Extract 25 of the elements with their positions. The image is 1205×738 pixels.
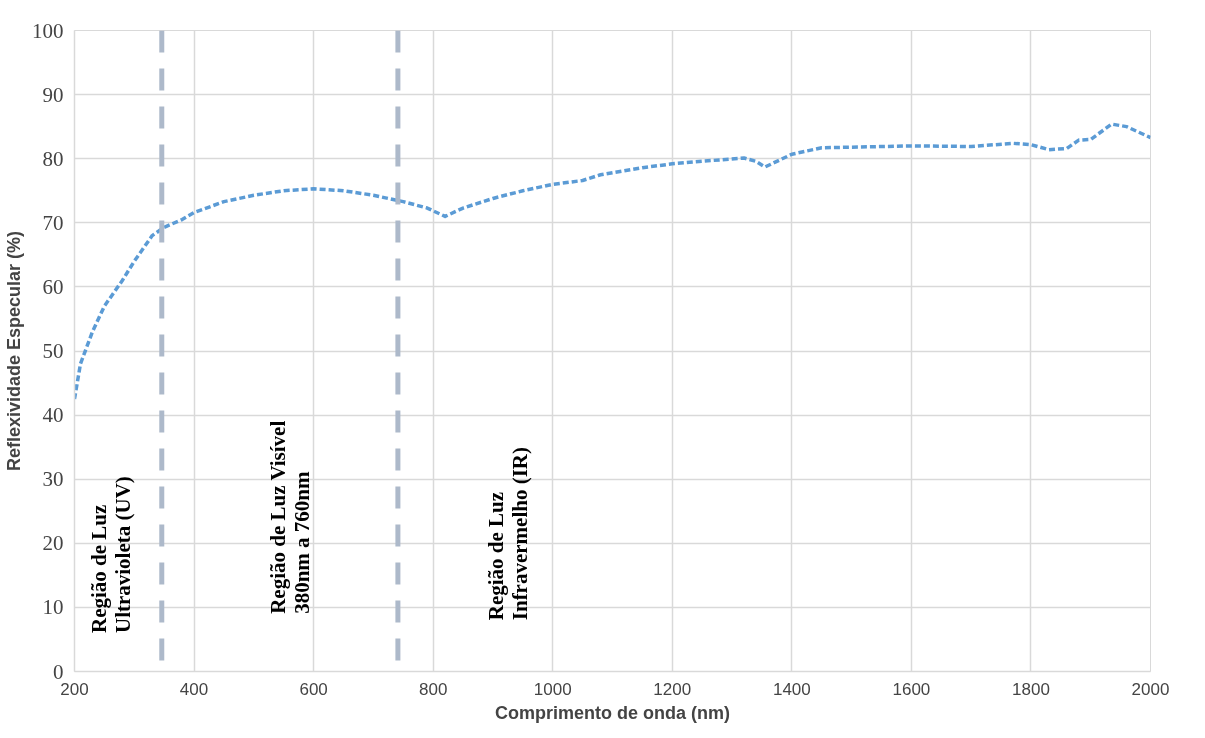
x-tick-label: 1400 xyxy=(772,679,811,699)
x-tick-label: 800 xyxy=(418,679,448,699)
x-tick-label: 1600 xyxy=(892,679,931,699)
y-tick-label: 80 xyxy=(42,146,64,171)
x-tick-label: 600 xyxy=(299,679,328,699)
annotation: Região de Luz Ultravioleta (UV) xyxy=(87,476,136,634)
x-tick-label: 400 xyxy=(179,679,209,699)
x-tick-label: 1200 xyxy=(653,679,692,699)
line-series xyxy=(74,122,1151,401)
y-tick-label: 70 xyxy=(42,210,64,235)
y-tick-label: 10 xyxy=(42,595,64,620)
y-tick-label: 40 xyxy=(42,403,64,428)
x-tick-label: 2000 xyxy=(1131,679,1170,699)
annotation: Região de Luz Visível 380nm a 760nm xyxy=(265,420,314,614)
y-tick-label: 20 xyxy=(42,531,64,556)
x-tick-label: 1000 xyxy=(533,679,572,699)
y-tick-label: 30 xyxy=(42,467,64,492)
annotation: Região de Luz Infravermelho (IR) xyxy=(484,447,533,621)
x-axis-title: Comprimento de onda (nm) xyxy=(495,702,730,723)
y-tick-label: 100 xyxy=(32,18,64,43)
y-tick-label: 50 xyxy=(42,339,64,363)
x-tick-label: 1800 xyxy=(1012,679,1050,699)
y-tick-label: 60 xyxy=(42,274,64,299)
y-tick-label: 90 xyxy=(42,82,64,107)
y-axis-title: Reflexividade Especular (%) xyxy=(4,230,24,472)
